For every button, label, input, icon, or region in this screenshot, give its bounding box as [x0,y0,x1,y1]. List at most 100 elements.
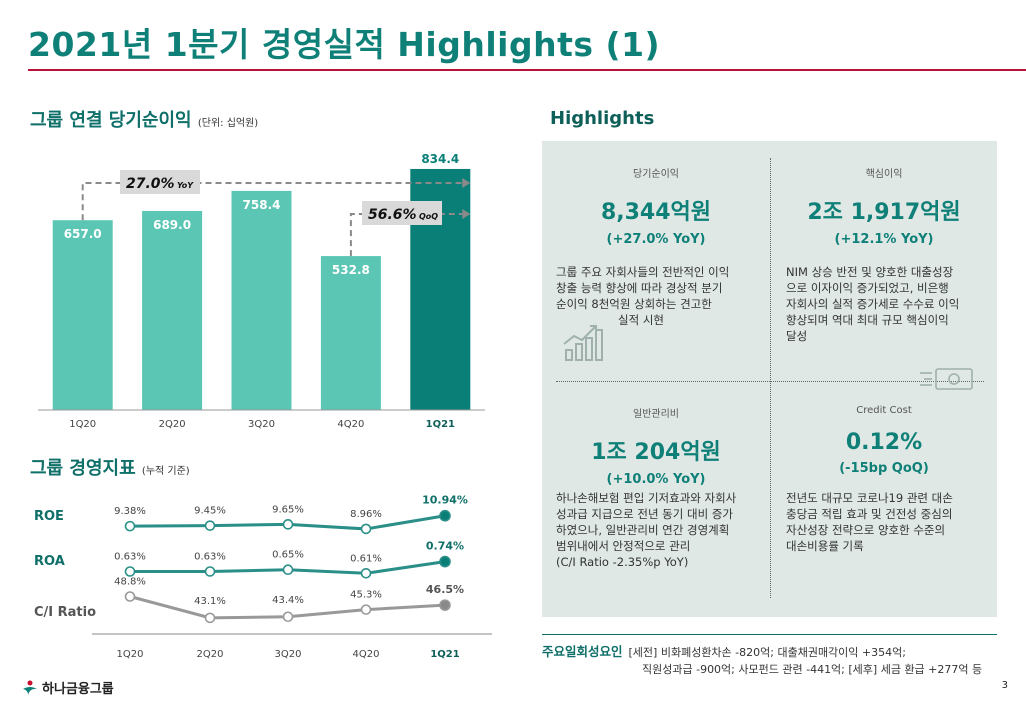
yoy-box [120,170,200,194]
bar-value-label: 689.0 [153,218,191,232]
highlights-vertical-divider [770,158,771,598]
desc-line: 범위내에서 안정적으로 관리 [556,539,691,553]
hana-logo-icon [23,680,37,695]
highlights-horizontal-divider [556,381,984,382]
logo-text: 하나금융그룹 [42,682,114,697]
x-tick-label: 4Q20 [337,419,364,430]
data-point [124,520,136,532]
highlight-core-income: 핵심이익 2조 1,917억원 (+12.1% YoY) [784,165,984,247]
data-label: 0.74% [426,540,464,553]
desc-line: 전년도 대규모 코로나19 관련 대손 [786,491,953,505]
bar-value-label: 532.8 [332,263,370,277]
data-point [360,604,372,615]
series-name-ciratio: C/I Ratio [34,605,96,620]
x-tick-label: 1Q20 [69,419,96,430]
desc-line: 창출 능력 향상에 따라 경상적 분기 [556,281,723,295]
data-point [439,509,451,522]
data-point [360,523,372,535]
highlight-label: 당기순이익 [633,169,679,180]
data-label: 46.5% [426,583,464,596]
bar-4Q20 [320,256,381,410]
desc-line: 그룹 주요 자회사들의 전반적인 이익 [556,265,730,279]
data-label: 0.61% [350,553,382,564]
highlight-label: Credit Cost [856,405,912,416]
desc-line: 성과급 지급으로 전년 동기 대비 증가 [556,507,733,521]
bar-value-label: 758.4 [243,198,281,212]
x-tick-label: 3Q20 [248,419,275,430]
series-line [129,514,446,531]
data-point [439,599,451,611]
factors-line: 직원성과급 -900억; 사모펀드 관련 -441억; [세후] 세금 환급 +… [642,663,983,676]
bar-1Q21 [410,168,471,410]
highlight-net-income: 당기순이익 8,344억원 (+27.0% YoY) [556,165,756,247]
desc-line: 자산성장 전략으로 양호한 수준의 [786,523,946,537]
income-section-label: 그룹 연결 당기순이익 [30,110,192,131]
highlight-value: 2조 1,917억원 [807,200,961,225]
data-label: 43.1% [194,596,226,607]
qoq-label: 56.6% [368,207,417,223]
desc-line: 하나손해보험 편입 기저효과와 자회사 [556,491,737,505]
series-line [130,560,446,575]
x-tick-label: 2Q20 [197,649,224,660]
series-name-roe: ROE [34,509,64,524]
income-section-title: 그룹 연결 당기순이익 (단위: 십억원) [30,106,258,132]
highlight-change: (+12.1% YoY) [834,232,934,247]
data-label: 9.65% [272,504,304,515]
desc-line: 실적 시현 [618,313,664,327]
highlight-value: 0.12% [845,430,923,455]
growth-chart-icon [563,325,603,361]
page-title: 2021년 1분기 경영실적 Highlights (1) [28,25,661,64]
bar-3Q20 [231,190,292,410]
yoy-suffix: YoY [177,181,194,190]
income-unit-note: (단위: 십억원) [197,118,259,129]
desc-line: 향상되며 역대 최대 규모 핵심이익 [786,313,949,327]
data-label: 0.63% [194,552,226,563]
company-logo: 하나금융그룹 [22,678,114,697]
data-label: 0.65% [272,550,304,561]
highlights-title: Highlights [550,108,655,129]
series-name-roa: ROA [34,554,65,569]
series-line [129,595,446,620]
desc-line: 자회사의 실적 증가세로 수수료 이익 [786,297,960,311]
data-label: 43.4% [272,595,304,606]
bar-1Q20 [52,220,113,410]
bar-value-label: 657.0 [64,227,102,241]
highlight-change: (+10.0% YoY) [606,472,706,487]
data-point [124,591,136,602]
factors-divider [542,634,997,635]
yoy-label: 27.0% [126,176,175,192]
highlight-label: 일반관리비 [633,409,679,420]
data-point [360,567,372,579]
desc-line: 으로 이자이익 증가되었고, 비은행 [786,281,949,295]
data-label: 8.96% [350,509,382,520]
highlight-sga: 일반관리비 1조 204억원 (+10.0% YoY) [556,405,756,487]
title-divider [28,69,1026,71]
highlight-value: 1조 204억원 [591,440,721,465]
x-tick-label: 2Q20 [159,419,186,430]
data-point [282,519,294,530]
desc-line: 하였으나, 일반관리비 연간 경영계획 [556,523,730,537]
desc-line: 충당금 적립 효과 및 건전성 중심의 [786,507,953,521]
qoq-arrowhead [462,209,471,219]
x-tick-label: 1Q21 [426,419,455,430]
qoq-box [362,201,442,225]
bar-2Q20 [142,210,203,410]
data-point [204,612,216,624]
factors-line: [세전] 비화폐성환차손 -820억; 대출채권매각이익 +354억; [628,646,906,659]
data-label: 48.8% [114,577,146,588]
money-icon [920,368,973,390]
yoy-dashed-line [81,182,463,221]
highlight-change: (+27.0% YoY) [606,232,706,247]
data-point [282,564,294,576]
data-point [124,566,136,577]
x-tick-label: 3Q20 [275,649,302,660]
yoy-arrowhead [462,178,471,188]
highlight-sga-desc: 하나손해보험 편입 기저효과와 자회사 성과급 지급으로 전년 동기 대비 증가… [556,490,766,570]
data-point [204,566,216,577]
data-point [282,611,294,623]
desc-line: NIM 상승 반전 및 양호한 대출성장 [786,265,954,279]
x-tick-label: 1Q20 [117,649,144,660]
desc-line: (C/I Ratio -2.35%p YoY) [556,555,689,569]
highlight-net-income-desc: 그룹 주요 자회사들의 전반적인 이익 창출 능력 향상에 따라 경상적 분기 … [556,264,761,328]
data-label: 0.63% [114,552,146,563]
